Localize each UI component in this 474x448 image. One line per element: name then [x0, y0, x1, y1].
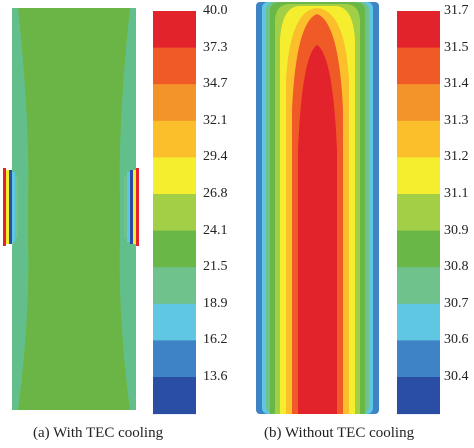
colorbar-b-swatch [397, 157, 440, 195]
colorbar-a-swatch [153, 303, 196, 341]
colorbar-a-tick-label: 21.5 [203, 259, 228, 275]
colorbar-a-swatch [153, 11, 196, 49]
colorbar-a-tick-label: 13.6 [203, 369, 228, 384]
colorbar-b-tick-label: 31.3 [444, 112, 469, 128]
colorbar-a-tick-label: 37.3 [203, 39, 228, 55]
colorbar-a-swatch [153, 230, 196, 268]
colorbar-a-tick-label: 34.7 [203, 76, 228, 92]
colorbar-a-tick-label: 18.9 [203, 295, 228, 311]
colorbar-b-tick-label: 31.7 [444, 3, 469, 18]
colorbar-a-tick-label: 26.8 [203, 186, 228, 201]
colorbar-a-swatch [153, 194, 196, 232]
colorbar-b [397, 11, 440, 415]
colorbar-b-swatch [397, 194, 440, 232]
colorbar-b-tick-label: 30.8 [444, 259, 469, 275]
colorbar-a-swatch [153, 120, 196, 158]
panel-a-contour-plot [3, 8, 139, 410]
panel-b-contour-plot [256, 2, 379, 414]
panel-b-band-9 [298, 45, 337, 414]
colorbar-b-swatch [397, 340, 440, 378]
colorbar-a-swatch [153, 267, 196, 305]
colorbar-b-tick-label: 30.9 [444, 222, 469, 238]
colorbar-b-tick-label: 30.6 [444, 332, 469, 348]
colorbar-b-swatch [397, 267, 440, 305]
colorbar-b-swatch [397, 84, 440, 122]
colorbar-a-tick-label: 16.2 [203, 332, 228, 348]
colorbar-b-swatch [397, 377, 440, 415]
colorbar-b-swatch [397, 47, 440, 85]
colorbar-b-tick-label: 31.1 [444, 186, 469, 201]
panel-a-caption: (a) With TEC cooling [33, 425, 164, 441]
colorbar-b-swatch [397, 11, 440, 49]
colorbar-a-swatch [153, 340, 196, 378]
colorbar-a-swatch [153, 377, 196, 415]
colorbar-b-tick-label: 30.7 [444, 295, 469, 311]
tec-element-left [3, 168, 18, 246]
colorbar-b-tick-label: 30.4 [444, 369, 469, 384]
colorbar-b-tick-label: 31.4 [444, 76, 469, 92]
colorbar-a-swatch [153, 84, 196, 122]
colorbar-b-tick-label: 31.5 [444, 39, 469, 55]
panel-b-caption: (b) Without TEC cooling [264, 425, 415, 441]
colorbar-a-tick-label: 24.1 [203, 222, 228, 238]
colorbar-b-swatch [397, 303, 440, 341]
colorbar-b-swatch [397, 120, 440, 158]
colorbar-b-swatch [397, 230, 440, 268]
colorbar-a-swatch [153, 157, 196, 195]
colorbar-a-tick-label: 40.0 [203, 3, 228, 18]
colorbar-b-tick-label: 31.2 [444, 149, 469, 165]
colorbar-a-tick-label: 32.1 [203, 112, 228, 128]
panel-a-main-region [18, 8, 130, 410]
tec-element-right [124, 168, 139, 246]
colorbar-a [153, 11, 196, 415]
colorbar-a-tick-label: 29.4 [203, 149, 228, 165]
colorbar-a-swatch [153, 47, 196, 85]
